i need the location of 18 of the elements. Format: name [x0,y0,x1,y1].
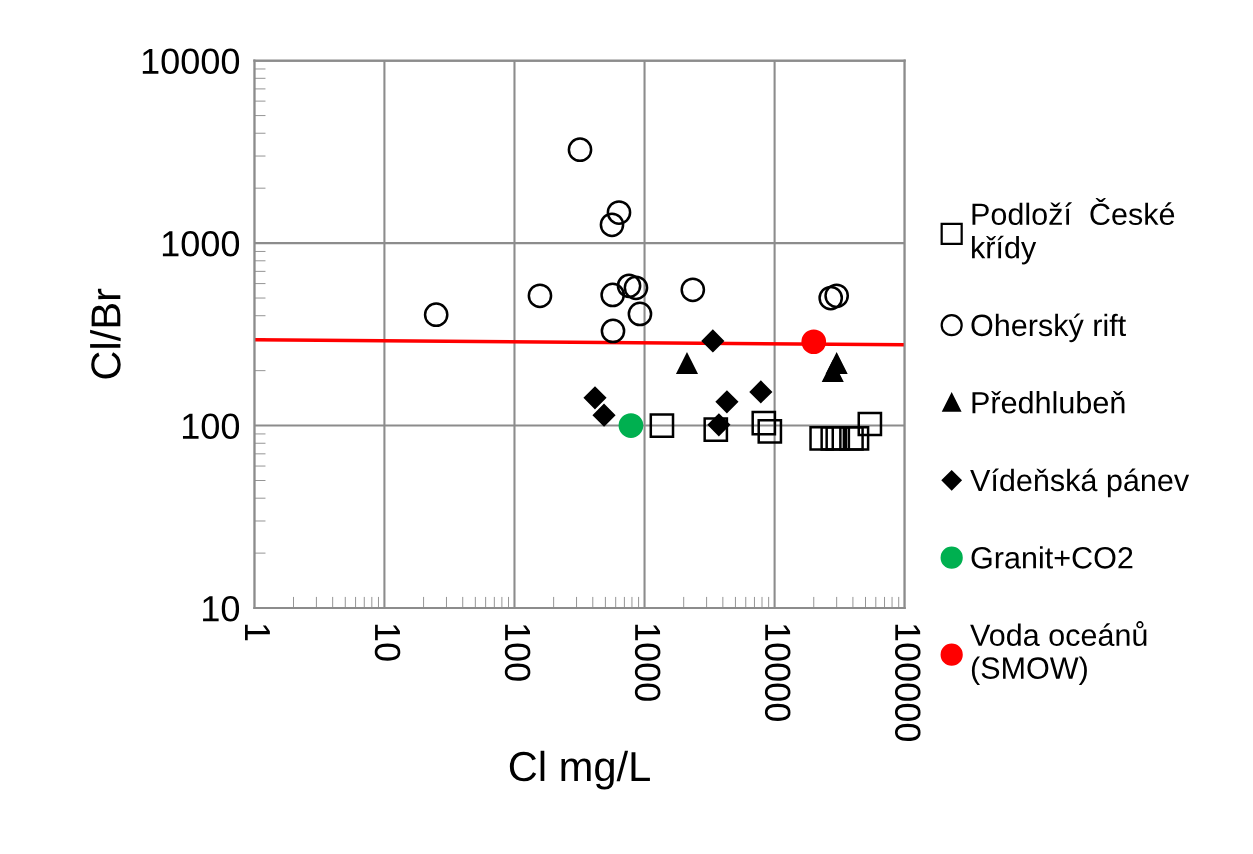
legend-label: Předhlubeň [972,391,1125,414]
x-tick-label: 10 [374,624,401,661]
y-tick-label: 100 [182,413,240,440]
x-tick-label: 100 [504,624,531,681]
legend-label: Granit+CO2 [971,546,1133,569]
y-axis-title: Cl/Br [90,288,121,379]
x-tick-label: 100000 [894,624,921,742]
legend-label: Vídeňská pánev [970,468,1190,498]
legend-label: Voda oceánů (SMOW) [970,621,1147,685]
x-tick-label: 10000 [764,624,791,721]
x-tick-label: 1 [245,624,270,641]
y-tick-label: 1000 [162,230,240,257]
x-axis-title: Cl mg/L [509,750,650,790]
y-tick-label: 10000 [142,48,240,75]
legend-label: Podloží České křídy [972,198,1175,265]
legend-label: Oherský rift [971,313,1126,343]
x-tick-label: 1000 [634,624,661,701]
y-tick-label: 10 [203,595,240,622]
